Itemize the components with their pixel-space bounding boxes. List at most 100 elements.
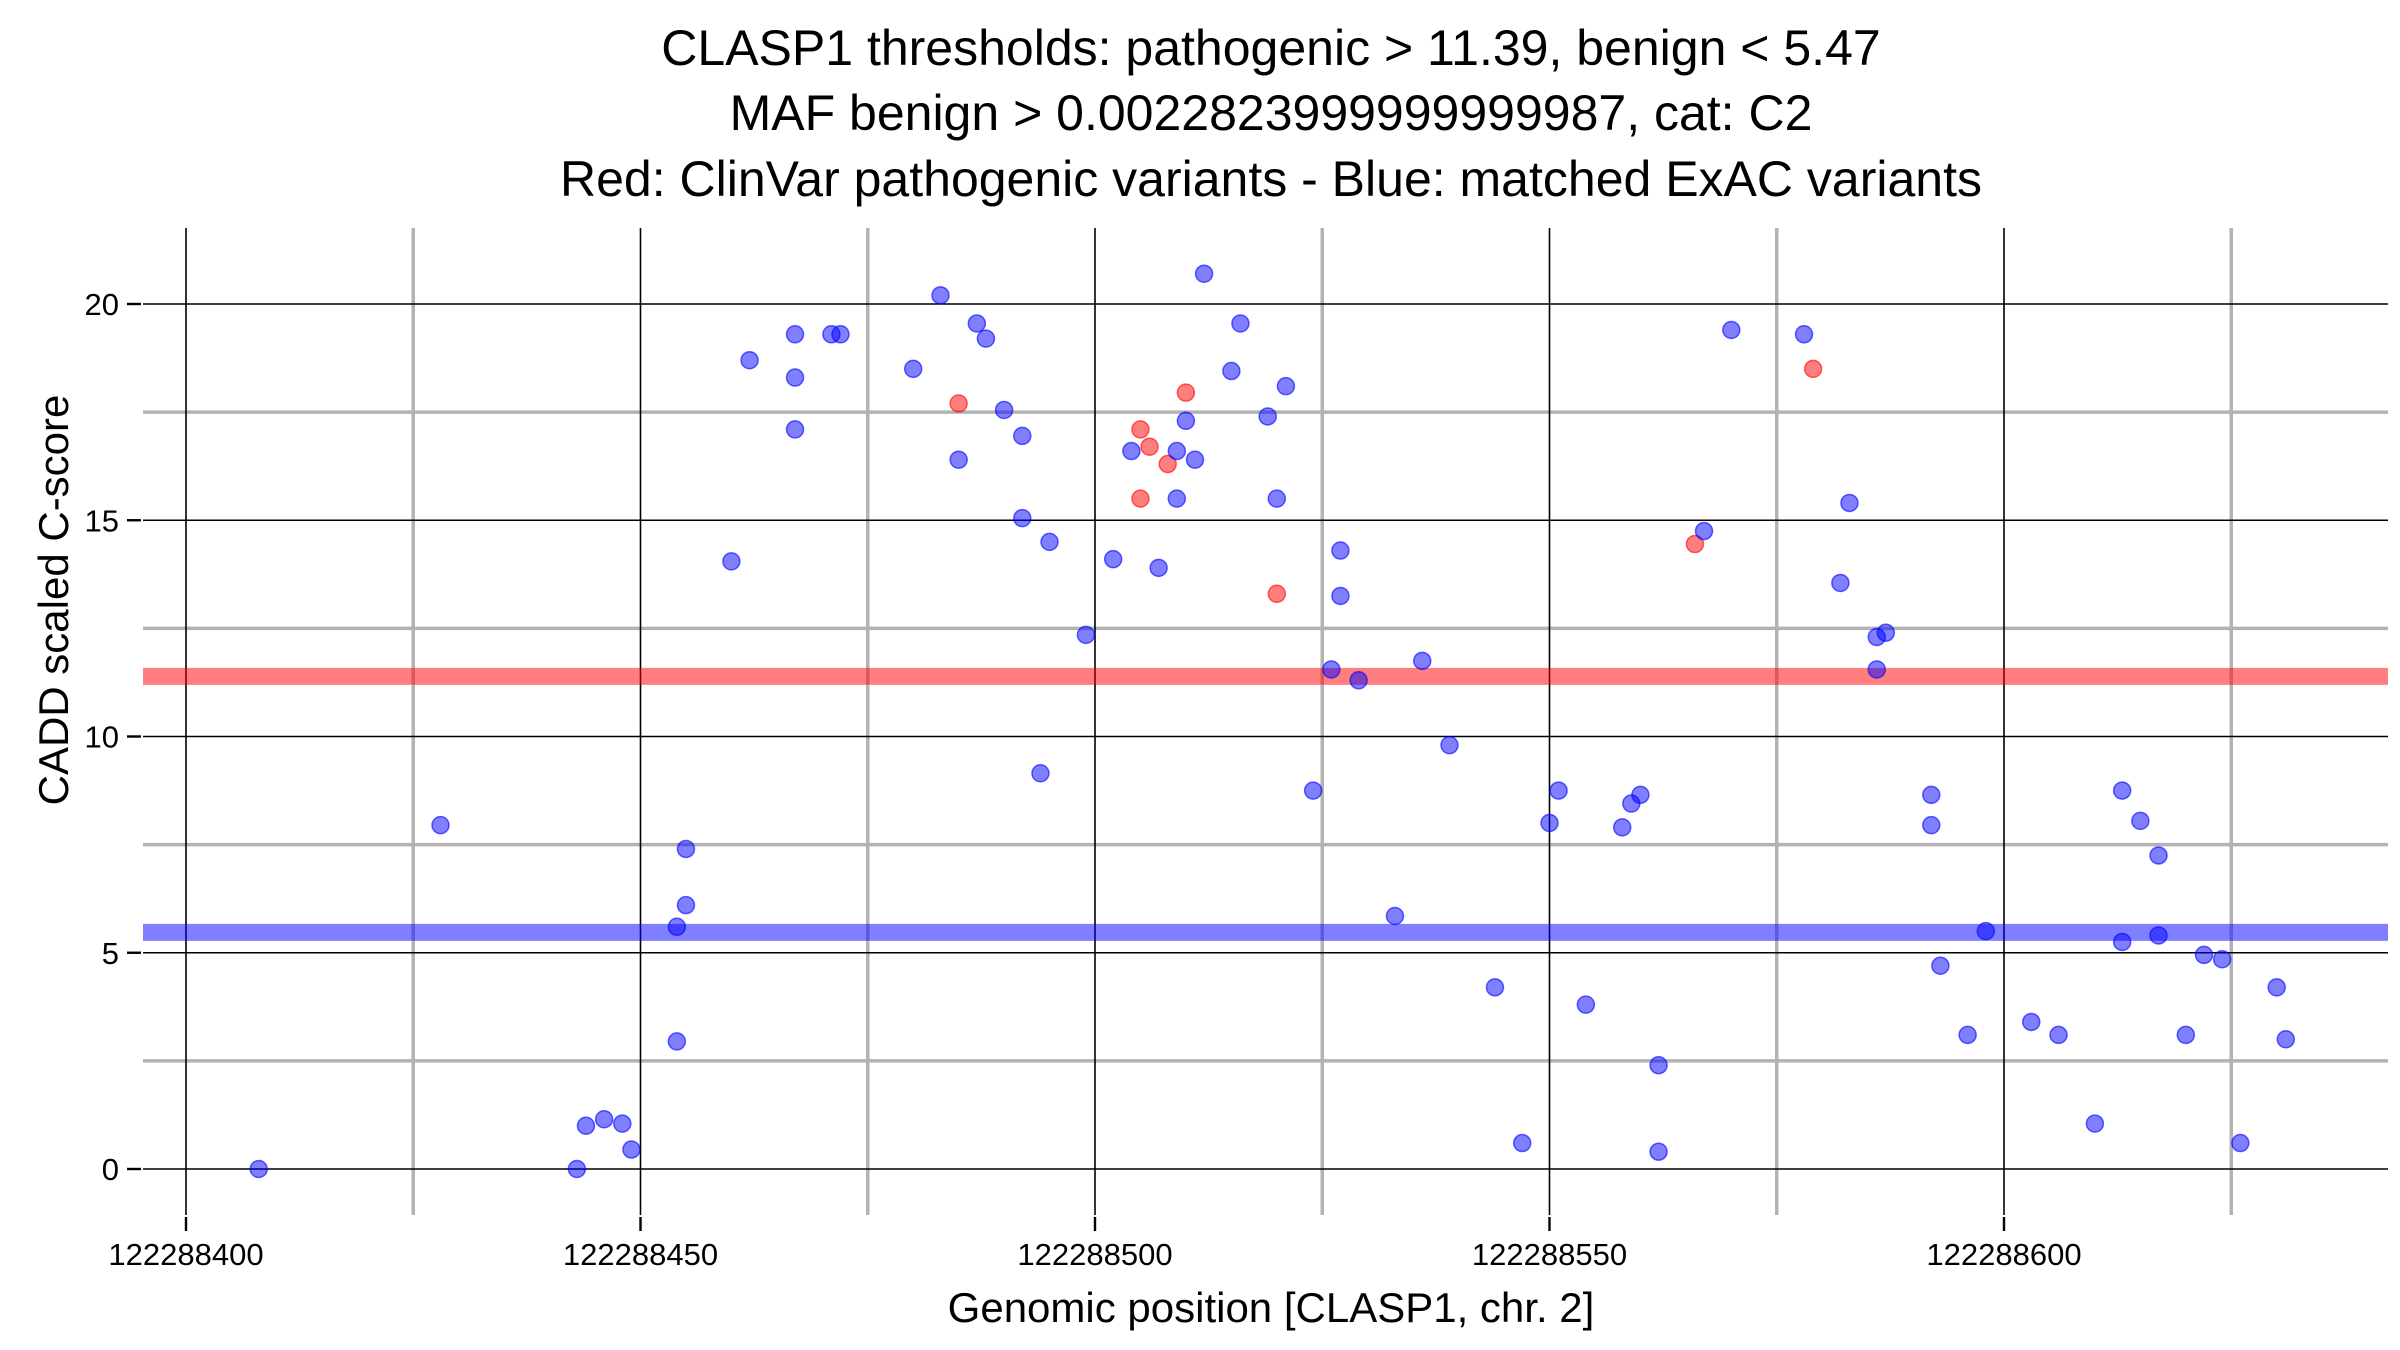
matched-exac-variants-point-2 xyxy=(567,1159,587,1179)
matched-exac-variants-point-64 xyxy=(1840,493,1859,513)
clinvar-pathogenic-variants-point-2 xyxy=(1140,437,1159,456)
matched-exac-variants-point-35 xyxy=(1185,450,1205,469)
matched-exac-variants-point-31 xyxy=(1149,558,1168,578)
matched-exac-variants-point-1 xyxy=(431,815,450,835)
matched-exac-variants-point-73 xyxy=(2022,1012,2041,1032)
y-tick-label-2: 10 xyxy=(85,720,119,755)
matched-exac-variants-point-32 xyxy=(1167,441,1187,461)
matched-exac-variants-point-75 xyxy=(2085,1114,2105,1133)
matched-exac-variants-point-29 xyxy=(1103,549,1123,569)
matched-exac-variants-point-9 xyxy=(676,895,696,915)
matched-exac-variants-point-22 xyxy=(976,329,996,348)
matched-exac-variants-point-28 xyxy=(1076,625,1096,645)
matched-exac-variants-point-61 xyxy=(1722,320,1741,340)
matched-exac-variants-point-72 xyxy=(1976,921,1996,941)
matched-exac-variants-point-79 xyxy=(2149,846,2168,865)
x-tick-label-1: 122288450 xyxy=(563,1237,718,1272)
matched-exac-variants-point-7 xyxy=(667,917,687,937)
matched-exac-variants-point-80 xyxy=(2149,926,2168,945)
matched-exac-variants-point-68 xyxy=(1922,785,1941,805)
matched-exac-variants-point-14 xyxy=(785,368,805,387)
matched-exac-variants-point-66 xyxy=(1867,660,1886,679)
x-tick-label-0: 122288400 xyxy=(108,1237,263,1272)
matched-exac-variants-point-3 xyxy=(576,1116,596,1135)
matched-exac-variants-point-42 xyxy=(1303,781,1323,800)
clinvar-pathogenic-variants-point-0 xyxy=(949,394,968,413)
matched-exac-variants-point-54 xyxy=(1576,995,1596,1014)
x-tick-label-4: 122288600 xyxy=(1926,1237,2081,1272)
matched-exac-variants-point-58 xyxy=(1649,1055,1668,1075)
matched-exac-variants-point-34 xyxy=(1176,411,1196,431)
matched-exac-variants-point-74 xyxy=(2049,1025,2068,1045)
y-axis-title: CADD scaled C-score xyxy=(30,395,77,806)
matched-exac-variants-point-51 xyxy=(1512,1133,1532,1153)
clinvar-pathogenic-variants-point-3 xyxy=(1158,454,1177,474)
matched-exac-variants-point-43 xyxy=(1322,660,1341,679)
y-tick-label-4: 20 xyxy=(85,287,119,322)
matched-exac-variants-point-60 xyxy=(1694,521,1714,541)
matched-exac-variants-point-45 xyxy=(1331,586,1350,606)
matched-exac-variants-point-13 xyxy=(785,325,805,344)
clinvar-pathogenic-variants-point-4 xyxy=(1176,383,1196,402)
matched-exac-variants-point-49 xyxy=(1440,735,1459,755)
matched-exac-variants-point-33 xyxy=(1167,489,1187,508)
clinvar-pathogenic-variants-point-6 xyxy=(1267,584,1287,604)
matched-exac-variants-point-24 xyxy=(1013,426,1032,446)
x-axis-title: Genomic position [CLASP1, chr. 2] xyxy=(948,1284,1595,1331)
matched-exac-variants-point-76 xyxy=(2112,781,2132,800)
matched-exac-variants-point-62 xyxy=(1794,325,1814,344)
matched-exac-variants-point-48 xyxy=(1412,651,1432,671)
matched-exac-variants-point-5 xyxy=(613,1114,632,1133)
points-layer xyxy=(249,264,2296,1179)
matched-exac-variants-point-18 xyxy=(903,359,923,379)
matched-exac-variants-point-69 xyxy=(1922,815,1941,835)
matched-exac-variants-point-84 xyxy=(2231,1133,2250,1153)
matched-exac-variants-point-83 xyxy=(2212,949,2232,969)
y-tick-label-0: 0 xyxy=(102,1152,119,1187)
matched-exac-variants-point-4 xyxy=(594,1110,614,1129)
matched-exac-variants-point-26 xyxy=(1031,764,1050,783)
matched-exac-variants-point-57 xyxy=(1631,785,1650,805)
clinvar-pathogenic-variants-point-5 xyxy=(1131,489,1150,508)
threshold-layer xyxy=(143,667,2388,941)
clinvar-pathogenic-variants-point-8 xyxy=(1803,359,1823,379)
clinvar-pathogenic-variants-point-1 xyxy=(1131,420,1150,439)
matched-exac-variants-point-78 xyxy=(2131,811,2150,831)
matched-exac-variants-point-77 xyxy=(2112,932,2132,952)
matched-exac-variants-point-52 xyxy=(1540,813,1559,833)
matched-exac-variants-point-46 xyxy=(1349,671,1368,690)
matched-exac-variants-point-63 xyxy=(1831,573,1850,593)
matched-exac-variants-point-36 xyxy=(1194,264,1214,283)
matched-exac-variants-point-86 xyxy=(2276,1030,2296,1049)
matched-exac-variants-point-71 xyxy=(1958,1025,1977,1045)
matched-exac-variants-point-11 xyxy=(722,552,741,571)
matched-exac-variants-point-82 xyxy=(2194,945,2214,965)
matched-exac-variants-point-23 xyxy=(994,400,1014,420)
y-tick-label-3: 15 xyxy=(85,503,119,538)
matched-exac-variants-point-85 xyxy=(2267,978,2286,997)
matched-exac-variants-point-10 xyxy=(676,839,696,859)
matched-exac-variants-point-67 xyxy=(1876,623,1896,642)
x-tick-label-3: 122288550 xyxy=(1472,1237,1627,1272)
matched-exac-variants-point-30 xyxy=(1122,441,1141,461)
matched-exac-variants-point-27 xyxy=(1040,532,1059,552)
ticks-layer: 122288400 122288450 122288500 122288550 1222… xyxy=(85,287,2082,1272)
matched-exac-variants-point-55 xyxy=(1612,818,1632,837)
x-tick-label-2: 122288500 xyxy=(1017,1237,1172,1272)
matched-exac-variants-point-41 xyxy=(1276,376,1296,396)
matched-exac-variants-point-47 xyxy=(1385,906,1405,926)
matched-exac-variants-point-12 xyxy=(740,350,759,370)
matched-exac-variants-point-40 xyxy=(1267,489,1287,508)
matched-exac-variants-point-53 xyxy=(1549,781,1568,800)
matched-exac-variants-point-70 xyxy=(1931,956,1950,975)
matched-exac-variants-point-44 xyxy=(1331,541,1350,560)
matched-exac-variants-point-25 xyxy=(1013,508,1032,528)
matched-exac-variants-point-81 xyxy=(2176,1025,2196,1045)
matched-exac-variants-point-0 xyxy=(249,1159,268,1179)
chart-title-line-1: CLASP1 thresholds: pathogenic > 11.39, b… xyxy=(661,20,1880,76)
chart-title-line-3: Red: ClinVar pathogenic variants - Blue:… xyxy=(560,151,1982,207)
clinvar-pathogenic-variants-point-7 xyxy=(1685,534,1705,554)
matched-exac-variants-point-8 xyxy=(667,1032,687,1051)
matched-exac-variants-point-19 xyxy=(931,286,950,305)
